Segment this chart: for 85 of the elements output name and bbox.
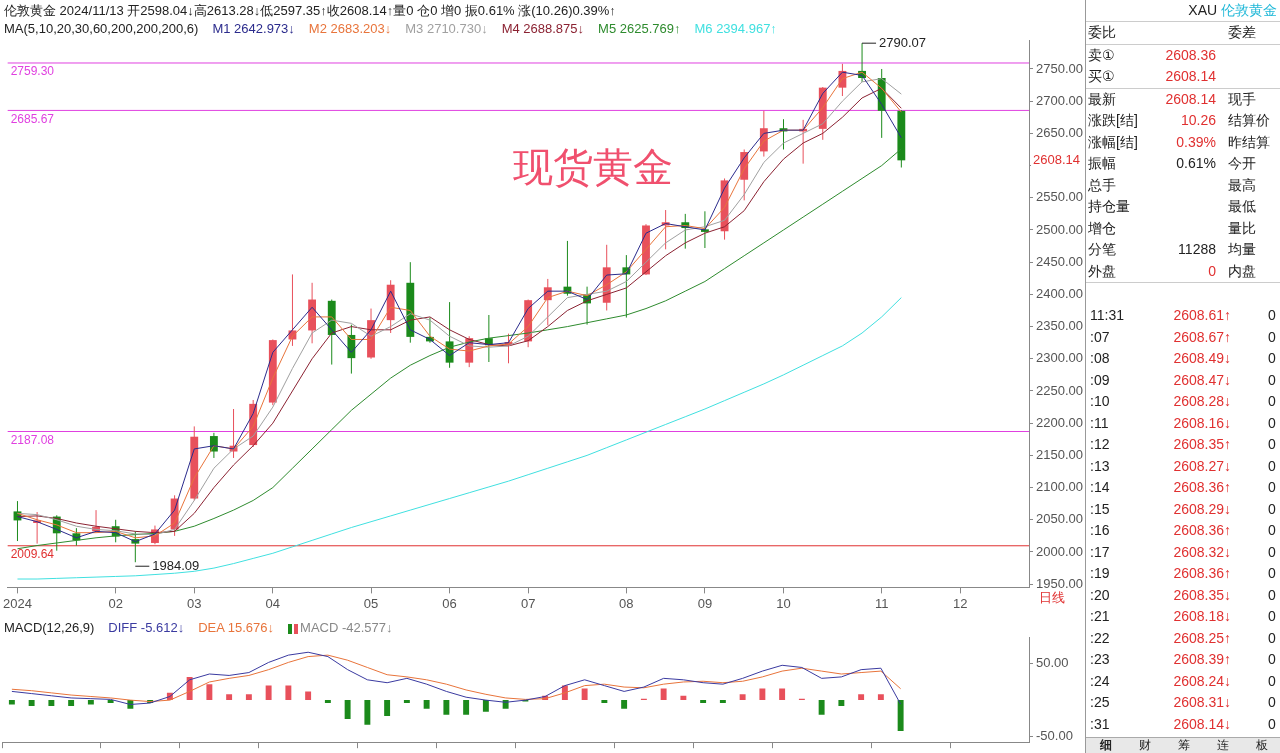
y-tick-label: 2450.00 xyxy=(1036,253,1083,269)
annotation: 2790.07 xyxy=(879,34,927,50)
text: :31 2608.14↓ 0 xyxy=(1090,715,1276,732)
ref-line-label: 2009.64 xyxy=(10,547,55,562)
text: 最新 2608.14 现手 xyxy=(1088,90,1256,107)
text: :23 2608.39↑ 0 xyxy=(1090,651,1276,667)
x-tick-label: 11 xyxy=(874,595,889,611)
ref-line-label: 2759.30 xyxy=(10,64,55,79)
y-tick-label: 2750.00 xyxy=(1036,60,1083,76)
text: M2 2683.203↓ xyxy=(308,21,392,36)
text: :10 2608.28↓ 0 xyxy=(1090,393,1276,409)
text: 分笔 11288 均量 xyxy=(1088,241,1256,257)
text: M1 2642.973↓ xyxy=(212,21,295,36)
text: :08 2608.49↓ 0 xyxy=(1090,350,1276,366)
text: DIFF -5.612↓ xyxy=(108,620,185,635)
y-tick-label: 2700.00 xyxy=(1036,92,1083,108)
text: :17 2608.32↓ 0 xyxy=(1090,543,1276,560)
annotation: 1984.09 xyxy=(152,557,200,573)
ref-line-label: 2685.67 xyxy=(10,111,55,126)
text: M5 2625.769↑ xyxy=(598,21,681,36)
text: :20 2608.35↓ 0 xyxy=(1090,586,1276,603)
y-tick-label: 2400.00 xyxy=(1036,285,1083,301)
text: :13 2608.27↓ 0 xyxy=(1090,457,1276,474)
y-tick-label: 2150.00 xyxy=(1036,446,1083,462)
text: 涨跌[结] 10.26 结算价 xyxy=(1088,112,1270,128)
text: DEA 15.676↓ xyxy=(198,620,275,635)
text: 外盘 0 内盘 xyxy=(1088,262,1256,279)
x-tick-label: 08 xyxy=(619,595,634,611)
y-tick-label: 2000.00 xyxy=(1036,543,1083,559)
text: :14 2608.36↑ 0 xyxy=(1090,479,1276,495)
text: :07 2608.67↑ 0 xyxy=(1090,328,1276,345)
text: 振幅 0.61% 今开 xyxy=(1088,155,1256,171)
text: 细 财 筹 连 板 xyxy=(1099,738,1268,752)
text: 11:31 2608.61↑ 0 xyxy=(1090,307,1276,323)
text: :21 2608.18↓ 0 xyxy=(1090,608,1276,624)
ref-line-label: 2187.08 xyxy=(10,432,55,447)
y-tick-label: 2550.00 xyxy=(1036,189,1083,205)
annotation: 现货黄金 xyxy=(513,145,673,190)
text: :11 2608.16↓ 0 xyxy=(1090,414,1276,431)
x-tick-label: 04 xyxy=(265,595,281,611)
text: 日线 xyxy=(1039,589,1065,605)
x-tick-label: 05 xyxy=(363,595,379,611)
y-tick-label: 1950.00 xyxy=(1036,575,1083,591)
text: 总手 最高 xyxy=(1088,176,1256,193)
chart-title: 伦敦黄金 2024/11/13 开2598.04↓高2613.28↓低2597.35↑收2608.14↑量0 仓0 增0 振0.61% 涨(10.26)0.39%↑ xyxy=(4,2,616,20)
y-tick-label: 2050.00 xyxy=(1036,511,1083,527)
text: M6 2394.967↑ xyxy=(694,21,777,36)
chart-subtitle: MA(5,10,20,30,60,200,200,200,6) xyxy=(4,21,199,36)
text: 委比 委差 xyxy=(1088,24,1256,40)
text: 涨幅[结] 0.39% 昨结算 xyxy=(1088,133,1270,150)
text: 增仓 量比 xyxy=(1088,219,1256,236)
text: 卖① 2608.36 xyxy=(1088,46,1216,63)
x-tick-label: 06 xyxy=(442,595,457,611)
text: :22 2608.25↑ 0 xyxy=(1090,629,1276,646)
y-tick-label: 50.00 xyxy=(1036,655,1069,671)
text: M4 2688.875↓ xyxy=(501,21,585,36)
text: :16 2608.36↑ 0 xyxy=(1090,522,1276,538)
y-tick-label: 2100.00 xyxy=(1036,479,1083,495)
y-tick-label: 2650.00 xyxy=(1036,124,1083,140)
text: :12 2608.35↑ 0 xyxy=(1090,436,1276,452)
x-tick-label: 10 xyxy=(776,595,791,611)
x-tick-label: 03 xyxy=(187,595,202,611)
y-tick-label: 2350.00 xyxy=(1036,318,1083,334)
y-tick-label: 2500.00 xyxy=(1036,221,1083,237)
x-tick-label: 12 xyxy=(953,595,968,611)
y-tick-label: 2250.00 xyxy=(1036,382,1083,398)
x-tick-label: 07 xyxy=(520,595,536,611)
chart-title: MACD(12,26,9) xyxy=(4,620,95,635)
text: :15 2608.29↓ 0 xyxy=(1090,500,1276,517)
text: :24 2608.24↓ 0 xyxy=(1090,672,1276,689)
x-tick-label: 09 xyxy=(697,595,713,611)
legend-label: MACD -42.577↓ xyxy=(299,620,393,635)
text: 买① 2608.14 xyxy=(1088,68,1216,84)
text: :19 2608.36↑ 0 xyxy=(1090,565,1276,581)
text: 持仓量 最低 xyxy=(1088,198,1256,214)
text: :09 2608.47↓ 0 xyxy=(1090,371,1276,388)
x-tick-label: 02 xyxy=(108,595,123,611)
text: M3 2710.730↓ xyxy=(405,21,488,36)
text: 2608.14 xyxy=(1033,151,1080,167)
y-tick-label: 2200.00 xyxy=(1036,414,1083,430)
text: XAU 伦敦黄金 xyxy=(1086,0,1280,22)
x-tick-label: 2024 xyxy=(3,595,32,611)
y-tick-label: 2300.00 xyxy=(1036,350,1083,366)
text: :25 2608.31↓ 0 xyxy=(1090,694,1276,710)
y-tick-label: -50.00 xyxy=(1036,727,1073,743)
